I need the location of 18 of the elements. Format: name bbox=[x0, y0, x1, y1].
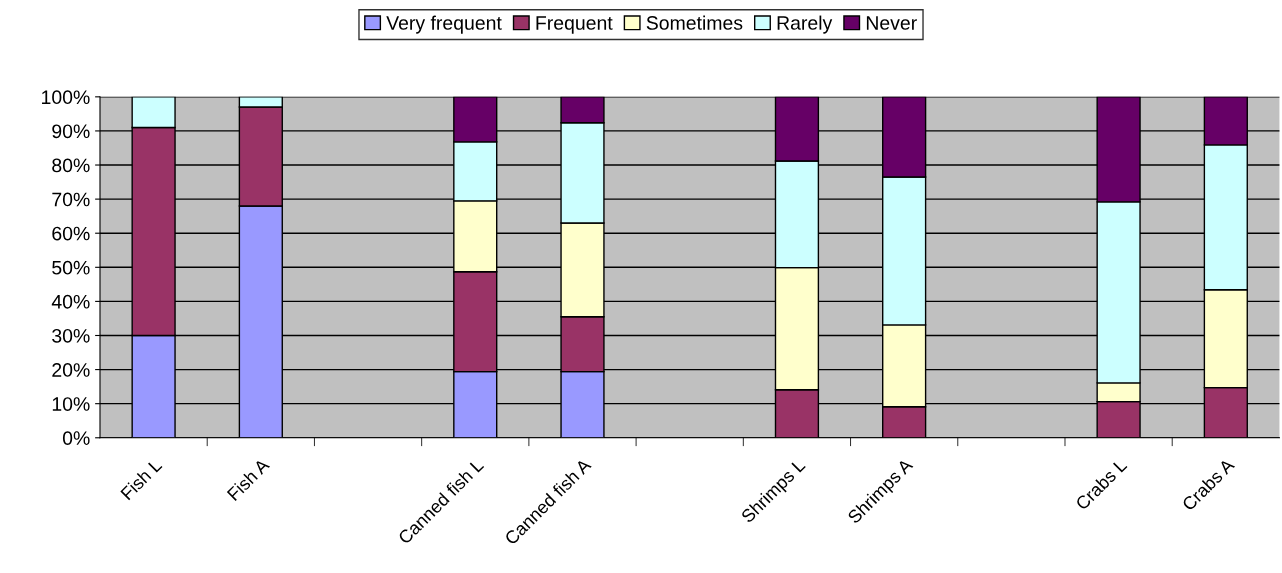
legend-label: Very frequent bbox=[386, 15, 502, 34]
y-tick-label: 100% bbox=[42, 90, 90, 105]
y-tick-label: 20% bbox=[52, 363, 90, 377]
legend-label: Sometimes bbox=[646, 15, 743, 30]
y-tick-label: 90% bbox=[52, 124, 90, 139]
y-tick-label: 0% bbox=[62, 431, 90, 446]
x-tick-label: Fish A bbox=[226, 457, 271, 502]
legend-label: Rarely bbox=[777, 15, 833, 34]
y-tick-label: 40% bbox=[51, 294, 90, 309]
x-tick-label: Fish L bbox=[119, 457, 163, 501]
y-tick-label: 30% bbox=[52, 328, 90, 343]
y-tick-label: 80% bbox=[52, 158, 90, 173]
legend-label: Never bbox=[866, 16, 917, 30]
y-tick-label: 10% bbox=[52, 397, 90, 411]
y-tick-label: 70% bbox=[52, 192, 90, 207]
y-tick-label: 60% bbox=[52, 226, 90, 241]
legend-label: Frequent bbox=[536, 16, 613, 34]
y-tick-label: 50% bbox=[52, 260, 90, 275]
